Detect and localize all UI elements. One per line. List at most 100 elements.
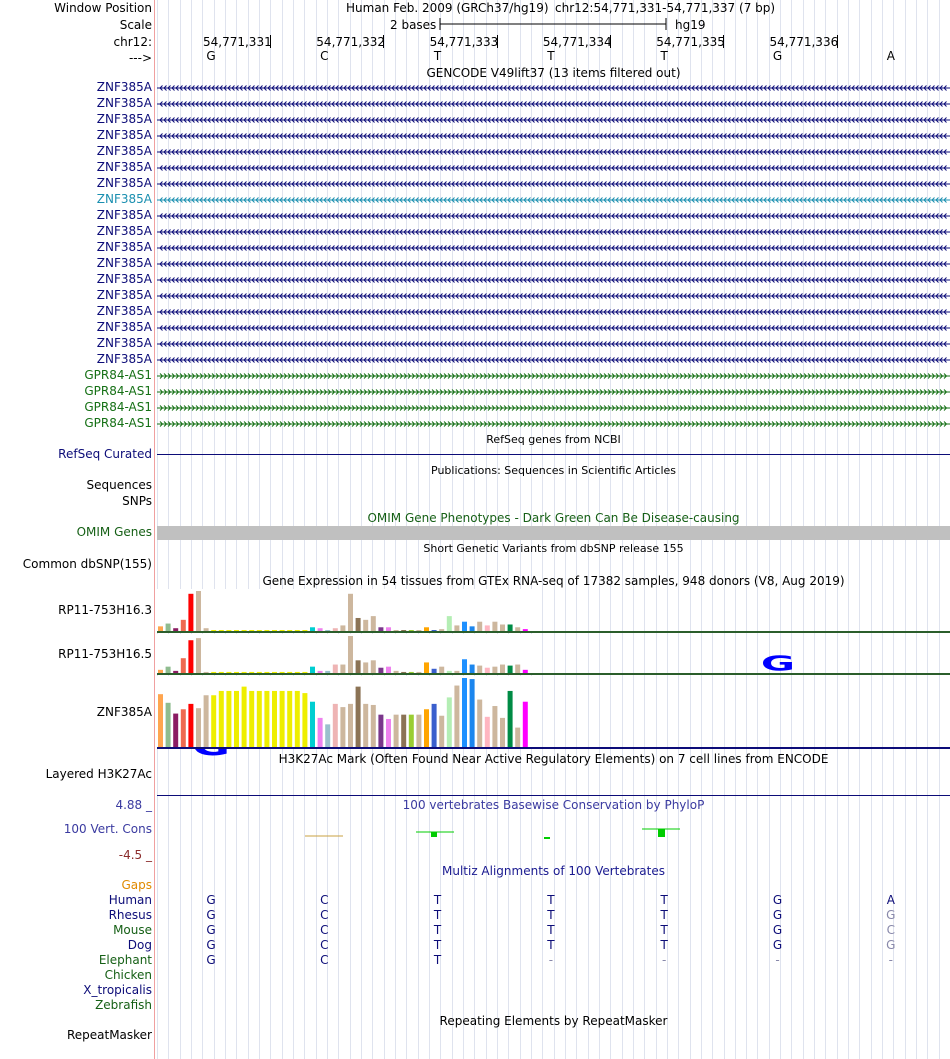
- multiz-species-label[interactable]: X_tropicalis: [83, 983, 152, 997]
- gtex-tissue-bar: [249, 690, 255, 747]
- multiz-species-label[interactable]: Human: [108, 893, 152, 907]
- gencode-transcript-plus[interactable]: [157, 418, 950, 430]
- gtex-gene-plot[interactable]: [157, 676, 950, 749]
- gencode-transcript-minus[interactable]: [157, 354, 950, 366]
- multiz-species-label[interactable]: Rhesus: [108, 908, 152, 922]
- strand-label: --->: [128, 51, 152, 65]
- gencode-transcript-minus[interactable]: [157, 274, 950, 286]
- gencode-transcript-minus[interactable]: [157, 146, 950, 158]
- gencode-row-label[interactable]: ZNF385A: [96, 352, 152, 366]
- gencode-transcript-minus[interactable]: [157, 226, 950, 238]
- gencode-row-label[interactable]: ZNF385A: [96, 192, 152, 206]
- gencode-transcript-minus[interactable]: [157, 258, 950, 270]
- gencode-row-label[interactable]: ZNF385A: [96, 224, 152, 238]
- gtex-tissue-bar: [492, 706, 498, 747]
- gencode-row-label[interactable]: ZNF385A: [96, 176, 152, 190]
- gencode-row-label[interactable]: ZNF385A: [96, 96, 152, 110]
- gencode-row-label[interactable]: ZNF385A: [96, 144, 152, 158]
- gencode-transcript-minus[interactable]: [157, 82, 950, 94]
- gtex-gene-plot[interactable]: [157, 634, 950, 675]
- gencode-transcript-minus[interactable]: [157, 242, 950, 254]
- gtex-gene-plot[interactable]: [157, 589, 950, 633]
- gtex-tissue-bar: [180, 619, 186, 631]
- gencode-transcript-minus[interactable]: [157, 338, 950, 350]
- gtex-tissue-bar: [218, 630, 224, 631]
- gencode-row-label[interactable]: GPR84-AS1: [84, 416, 152, 430]
- gencode-row-label[interactable]: ZNF385A: [96, 304, 152, 318]
- gencode-row-label[interactable]: ZNF385A: [96, 288, 152, 302]
- gencode-row-label[interactable]: ZNF385A: [96, 80, 152, 94]
- gencode-row-label[interactable]: GPR84-AS1: [84, 368, 152, 382]
- gtex-tissue-bar: [226, 630, 232, 631]
- gtex-tissue-bar: [302, 671, 308, 673]
- gencode-row-label[interactable]: ZNF385A: [96, 256, 152, 270]
- gtex-tissue-bar: [355, 660, 361, 673]
- multiz-base: -: [775, 953, 780, 967]
- gencode-row-label[interactable]: ZNF385A: [96, 160, 152, 174]
- multiz-species-label[interactable]: Mouse: [113, 923, 152, 937]
- gencode-transcript-minus[interactable]: [157, 322, 950, 334]
- dbsnp-label[interactable]: Common dbSNP(155): [22, 557, 152, 571]
- gtex-tissue-bar: [469, 679, 475, 747]
- multiz-species-label[interactable]: Elephant: [98, 953, 152, 967]
- phylop-label[interactable]: 100 Vert. Cons: [63, 822, 152, 836]
- gtex-gene-label[interactable]: RP11-753H16.3: [58, 603, 152, 617]
- multiz-species-label[interactable]: Dog: [127, 938, 152, 952]
- gencode-transcript-minus[interactable]: [157, 210, 950, 222]
- gencode-row-label[interactable]: GPR84-AS1: [84, 400, 152, 414]
- gencode-transcript-minus[interactable]: [157, 130, 950, 142]
- gtex-tissue-bar: [180, 709, 186, 747]
- gencode-transcript-minus[interactable]: [157, 306, 950, 318]
- gencode-transcript-plus[interactable]: [157, 386, 950, 398]
- gencode-transcript-minus[interactable]: [157, 98, 950, 110]
- multiz-base: T: [660, 938, 668, 952]
- gencode-row-label[interactable]: GPR84-AS1: [84, 384, 152, 398]
- h3k27ac-baseline: [157, 795, 950, 796]
- omim-label[interactable]: OMIM Genes: [76, 525, 152, 539]
- snps-label[interactable]: SNPs: [122, 494, 152, 508]
- multiz-species-label[interactable]: Chicken: [104, 968, 152, 982]
- gencode-row-label[interactable]: ZNF385A: [96, 320, 152, 334]
- reference-base: C: [320, 49, 329, 63]
- gaps-label[interactable]: Gaps: [121, 878, 152, 892]
- h3k27ac-label[interactable]: Layered H3K27Ac: [45, 767, 152, 781]
- gtex-tissue-bar: [180, 658, 186, 673]
- gencode-row-label[interactable]: ZNF385A: [96, 128, 152, 142]
- gtex-tissue-bar: [165, 666, 171, 673]
- gtex-gene-label[interactable]: RP11-753H16.5: [58, 646, 152, 661]
- gencode-row-label[interactable]: ZNF385A: [96, 336, 152, 350]
- gtex-tissue-bar: [294, 671, 300, 673]
- refseq-feature-line[interactable]: [157, 454, 950, 455]
- gencode-transcript-minus[interactable]: [157, 194, 950, 206]
- gencode-row-label[interactable]: ZNF385A: [96, 272, 152, 286]
- strand-chevrons: [159, 325, 947, 331]
- refseq-label[interactable]: RefSeq Curated: [58, 447, 152, 461]
- gencode-transcript-minus[interactable]: [157, 290, 950, 302]
- gencode-transcript-plus[interactable]: [157, 402, 950, 414]
- gtex-tissue-bar: [340, 625, 346, 631]
- gencode-transcript-minus[interactable]: [157, 162, 950, 174]
- gtex-tissue-bar: [439, 629, 445, 631]
- gencode-transcript-minus[interactable]: [157, 114, 950, 126]
- gtex-tissue-bar: [249, 671, 255, 673]
- ruler-tick-label: 54,771,331: [203, 35, 272, 49]
- label-divider: [154, 0, 155, 1059]
- gtex-tissue-bar: [196, 708, 201, 747]
- omim-feature-bar[interactable]: [157, 526, 950, 540]
- multiz-species-label[interactable]: Zebrafish: [95, 998, 152, 1012]
- gencode-row-label[interactable]: ZNF385A: [96, 112, 152, 126]
- gtex-tissue-bar: [241, 671, 247, 673]
- position-range[interactable]: chr12:54,771,331-54,771,337 (7 bp): [555, 1, 776, 15]
- ruler-tick: [270, 35, 271, 48]
- gtex-gene-label[interactable]: ZNF385A: [96, 704, 152, 719]
- gtex-tissue-bar: [218, 671, 224, 673]
- gencode-row-label[interactable]: ZNF385A: [96, 240, 152, 254]
- gtex-tissue-bar: [188, 703, 194, 747]
- multiz-base: T: [433, 923, 442, 937]
- repeatmasker-label[interactable]: RepeatMasker: [66, 1028, 152, 1042]
- sequences-label[interactable]: Sequences: [86, 478, 152, 492]
- gencode-transcript-minus[interactable]: [157, 178, 950, 190]
- gencode-transcript-plus[interactable]: [157, 370, 950, 382]
- gencode-row-label[interactable]: ZNF385A: [96, 208, 152, 222]
